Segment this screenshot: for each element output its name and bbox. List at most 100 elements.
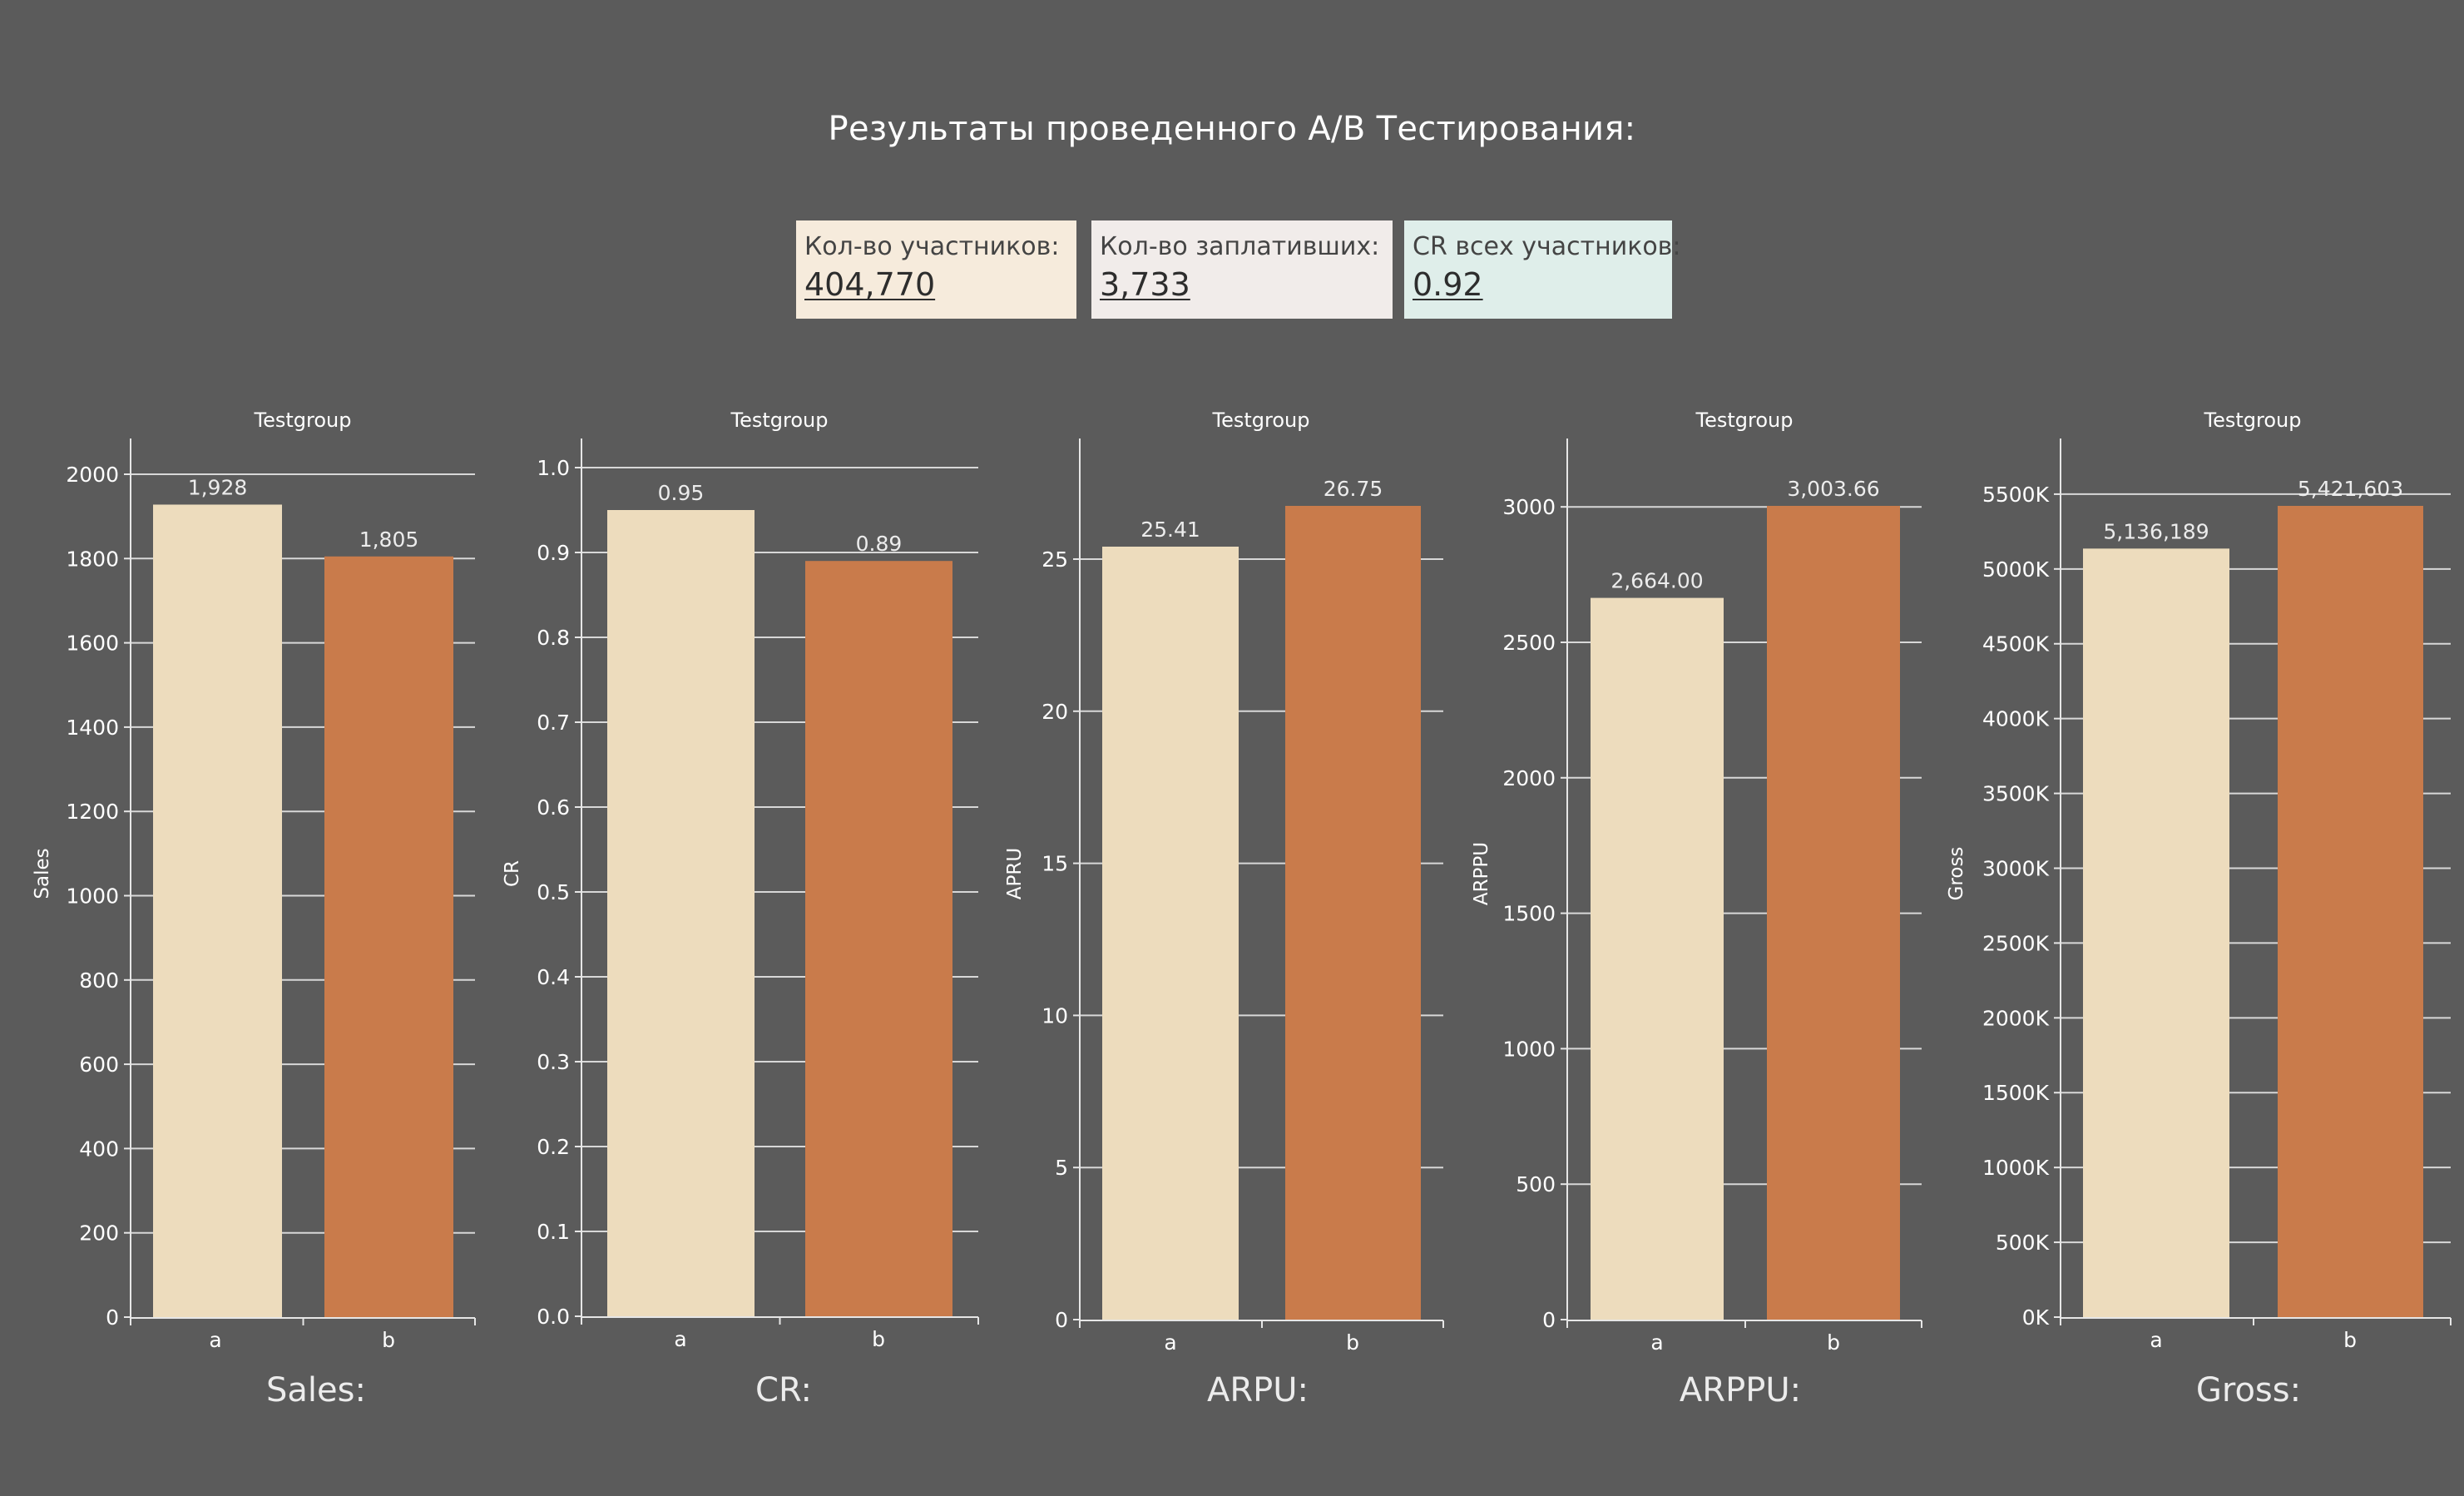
y-tick-label: 3500K [1982,782,2050,806]
x-tick-label: a [209,1328,221,1352]
y-tick-label: 0.8 [537,626,570,650]
y-tick-label: 1000K [1982,1156,2050,1180]
y-tick-label: 1500K [1982,1081,2050,1105]
page-title: Результаты проведенного A/B Тестирования… [828,110,1636,148]
x-tick-label: a [2150,1328,2162,1352]
y-tick-label: 1000 [66,884,119,909]
y-tick-label: 3000 [1502,495,1556,519]
data-label: 2,664.00 [1611,569,1703,593]
kpi-card-participants: Кол-во участников: 404,770 [796,220,1076,319]
chart-panel-arppu: Testgroup 0 500 1000 1500 2000 2500 3000 2,664.0… [1471,409,1922,1355]
y-tick-label: 1800 [66,547,119,571]
chart-panel-gross: Testgroup 0K 500K 1000K 1500K 2000K 2500K 3000K… [1946,409,2452,1352]
bar-b [2278,506,2423,1317]
data-label: 1,928 [188,475,248,499]
kpi-card-paid: Кол-во заплативших: 3,733 [1091,220,1393,319]
kpi-value[interactable]: 3,733 [1100,266,1190,303]
kpi-card-cr: CR всех участников: 0.92 [1404,220,1681,319]
y-tick-label: 2000 [1502,766,1556,790]
y-tick-label: 0K [2022,1305,2050,1330]
y-tick-label: 0 [106,1305,119,1330]
kpi-value[interactable]: 404,770 [804,266,936,303]
bar-a [607,510,755,1316]
x-tick-label: a [1164,1330,1176,1355]
y-tick-label: 800 [79,968,119,993]
y-tick-label: 20 [1042,700,1068,724]
y-tick-label: 600 [79,1053,119,1077]
chart-header: Testgroup [730,409,829,432]
chart-header: Testgroup [254,409,352,432]
y-tick-label: 0.4 [537,965,570,989]
y-tick-label: 0.5 [537,880,570,904]
bar-b [1285,506,1421,1320]
bar-a [153,504,282,1317]
y-tick-label: 5 [1055,1156,1068,1180]
kpi-label: CR всех участников: [1413,232,1681,261]
y-tick-label: 5500K [1982,483,2050,507]
y-tick-label: 1500 [1502,902,1556,926]
y-tick-label: 1000 [1502,1037,1556,1061]
y-tick-label: 1400 [66,716,119,740]
data-label: 1,805 [359,528,419,552]
chart-header: Testgroup [1695,409,1794,432]
data-label: 25.41 [1140,518,1200,542]
y-tick-label: 15 [1042,852,1068,876]
bar-a [1591,597,1724,1320]
data-label: 5,136,189 [2103,519,2209,543]
kpi-label: Кол-во заплативших: [1100,232,1380,261]
y-tick-label: 4500K [1982,632,2050,656]
y-tick-label: 0.6 [537,795,570,820]
x-tick-label: b [1346,1330,1359,1355]
chart-panel-sales: Testgroup 0 200 400 600 800 1000 1200 1400 1600 18… [32,409,476,1352]
kpi-value[interactable]: 0.92 [1413,266,1483,303]
chart-title-arppu: ARPPU: [1679,1371,1802,1409]
x-tick-label: b [1827,1330,1840,1355]
chart-title-arpu: ARPU: [1206,1371,1309,1409]
data-label: 0.95 [658,481,705,505]
data-label: 5,421,603 [2298,477,2403,501]
x-tick-label: b [2343,1328,2357,1352]
data-label: 26.75 [1324,477,1383,501]
y-axis-title: ARPPU [1471,842,1492,905]
y-tick-label: 500 [1516,1172,1556,1196]
kpi-label: Кол-во участников: [804,232,1060,261]
chart-header: Testgroup [1212,409,1310,432]
y-tick-label: 5000K [1982,557,2050,582]
y-tick-label: 0.2 [537,1135,570,1159]
chart-title-sales: Sales: [266,1371,366,1409]
bar-a [2083,548,2229,1317]
y-tick-label: 0.1 [537,1220,570,1244]
y-tick-label: 200 [79,1221,119,1246]
chart-panel-apru: Testgroup 0 5 10 15 20 25 25.41 26.75 a b APRU [1004,409,1444,1355]
chart-title-gross: Gross: [2195,1371,2302,1409]
chart-panel-cr: Testgroup 0.0 0.1 0.2 0.3 0.4 0.5 0.6 0.7 0.8 0.9 1… [502,409,979,1351]
y-tick-label: 0.7 [537,711,570,735]
bar-b [805,561,952,1316]
y-axis-title: Gross [1946,847,1967,901]
y-tick-label: 500K [1996,1231,2050,1255]
y-tick-label: 1600 [66,632,119,656]
y-tick-label: 0 [1055,1308,1068,1332]
x-tick-label: a [674,1327,686,1351]
x-tick-label: b [872,1327,885,1351]
y-axis-title: CR [502,860,523,887]
y-tick-label: 4000K [1982,707,2050,731]
y-tick-label: 10 [1042,1003,1068,1028]
y-axis-title: APRU [1004,848,1026,899]
y-tick-label: 3000K [1982,856,2050,880]
bar-b [1767,506,1900,1320]
y-axis-title: Sales [32,848,53,899]
y-tick-label: 400 [79,1137,119,1161]
y-tick-label: 25 [1042,547,1068,572]
chart-header: Testgroup [2204,409,2302,432]
chart-title-cr: CR: [755,1371,812,1409]
bar-a [1102,546,1239,1320]
y-tick-label: 1.0 [537,456,570,480]
y-tick-label: 0.3 [537,1050,570,1074]
y-tick-label: 0 [1542,1308,1556,1332]
y-tick-label: 2500K [1982,931,2050,955]
data-label: 0.89 [856,532,903,556]
x-tick-label: a [1650,1330,1663,1355]
y-tick-label: 0.0 [537,1305,570,1329]
